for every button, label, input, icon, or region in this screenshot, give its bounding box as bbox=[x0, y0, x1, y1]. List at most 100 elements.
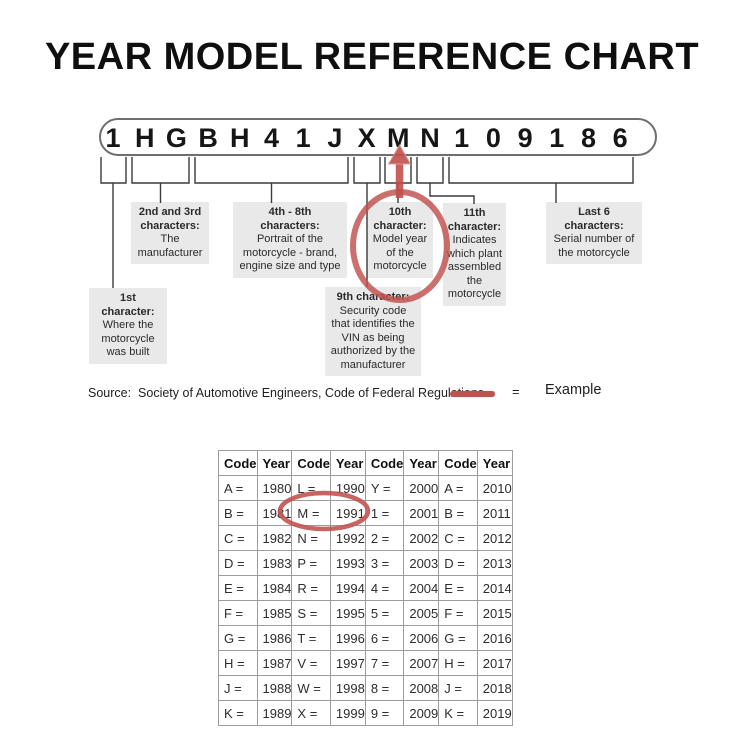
callout-1st-character: 1st character: Where the motorcycle was buil… bbox=[89, 288, 167, 364]
callout-body-line: motorcycle - brand, bbox=[242, 246, 338, 259]
callout-title-line: characters: bbox=[260, 219, 320, 232]
callout-body-line: manufacturer bbox=[137, 246, 203, 259]
callout-body-line: the bbox=[466, 274, 483, 287]
callout-body-line: of the bbox=[386, 246, 414, 259]
table-cell: 6 = bbox=[364, 625, 405, 651]
vin-character-17: 6 bbox=[612, 123, 628, 153]
bracket-10th bbox=[384, 157, 412, 184]
table-cell: 2002 bbox=[403, 525, 440, 551]
table-cell: 1981 bbox=[256, 500, 293, 526]
table-cell: 1985 bbox=[256, 600, 293, 626]
table-cell: 1987 bbox=[256, 650, 293, 676]
table-cell: F = bbox=[438, 600, 478, 626]
vin-character-10: M bbox=[387, 123, 410, 153]
vin-box bbox=[99, 118, 657, 156]
callout-2nd-3rd-characters: 2nd and 3rd characters: The manufacturer bbox=[131, 202, 209, 264]
table-cell: 2007 bbox=[403, 650, 440, 676]
table-cell: 1983 bbox=[256, 550, 293, 576]
table-cell: 1999 bbox=[329, 700, 366, 726]
page-title: YEAR MODEL REFERENCE CHART bbox=[44, 36, 700, 78]
table-cell: L = bbox=[291, 475, 331, 501]
table-cell: 1 = bbox=[364, 500, 405, 526]
example-line-swatch bbox=[450, 391, 495, 397]
table-cell: 2006 bbox=[403, 625, 440, 651]
table-cell: X = bbox=[291, 700, 331, 726]
vin-character-5: H bbox=[230, 123, 250, 153]
table-cell: H = bbox=[218, 650, 258, 676]
callout-title-line: 9th character: bbox=[336, 291, 410, 303]
table-cell: 2013 bbox=[476, 550, 513, 576]
table-cell: 1995 bbox=[329, 600, 366, 626]
table-cell: G = bbox=[218, 625, 258, 651]
vin-character-13: 0 bbox=[485, 123, 501, 153]
table-cell: 2000 bbox=[403, 475, 440, 501]
table-cell: C = bbox=[438, 525, 478, 551]
callout-body-line: VIN as being bbox=[341, 331, 405, 344]
table-header-cell: Code bbox=[291, 450, 331, 476]
table-row: K = 1989 X = 1999 9 = 2009 K = 2019 bbox=[218, 700, 513, 726]
callout-body-line: Serial number of bbox=[553, 233, 635, 245]
table-cell: 2008 bbox=[403, 675, 440, 701]
vin-character-4: B bbox=[198, 123, 218, 153]
vin-character-11: N bbox=[420, 123, 440, 153]
vin-character-3: G bbox=[165, 123, 187, 153]
table-cell: 2014 bbox=[476, 575, 513, 601]
table-cell: 2009 bbox=[403, 700, 440, 726]
callout-title-line: Last 6 bbox=[578, 206, 610, 218]
vin-character-16: 8 bbox=[580, 123, 597, 153]
callout-body-line: engine size and type bbox=[239, 260, 341, 272]
table-cell: K = bbox=[438, 700, 478, 726]
table-row: F = 1985 S = 1995 5 = 2005 F = 2015 bbox=[218, 600, 513, 626]
callout-title-line: character: bbox=[101, 305, 155, 318]
table-cell: W = bbox=[291, 675, 331, 701]
table-cell: B = bbox=[218, 500, 258, 526]
callout-body-line: motorcycle bbox=[447, 288, 502, 300]
callout-9th-character: 9th character: Security code that identifi… bbox=[325, 287, 421, 376]
callout-body-line: The bbox=[160, 233, 180, 245]
callout-body-line: authorized by the bbox=[330, 345, 416, 357]
table-cell: P = bbox=[291, 550, 331, 576]
callout-body-line: manufacturer bbox=[340, 358, 406, 371]
table-cell: S = bbox=[291, 600, 331, 626]
table-cell: 9 = bbox=[364, 700, 405, 726]
callout-last-6-characters: Last 6 characters: Serial number of the mot… bbox=[546, 202, 642, 264]
vin-character-9: X bbox=[357, 123, 376, 153]
table-cell: T = bbox=[291, 625, 331, 651]
table-cell: 1989 bbox=[256, 700, 293, 726]
table-cell: D = bbox=[218, 550, 258, 576]
callout-title-line: 11th bbox=[463, 207, 486, 219]
table-row: C = 1982 N = 1992 2 = 2002 C = 2012 bbox=[218, 525, 513, 551]
table-cell: 1984 bbox=[256, 575, 293, 601]
callout-title-line: characters: bbox=[140, 219, 200, 232]
table-cell: Y = bbox=[364, 475, 405, 501]
table-cell: G = bbox=[438, 625, 478, 651]
table-cell: 1998 bbox=[329, 675, 366, 701]
table-cell: M = bbox=[291, 500, 331, 526]
legend-equals: = bbox=[512, 384, 520, 399]
table-cell: 1997 bbox=[329, 650, 366, 676]
table-cell: 1988 bbox=[256, 675, 293, 701]
table-cell: 2 = bbox=[364, 525, 405, 551]
table-cell: A = bbox=[218, 475, 258, 501]
table-header-cell: Code bbox=[364, 450, 405, 476]
table-cell: 2018 bbox=[476, 675, 513, 701]
table-cell: 2012 bbox=[476, 525, 513, 551]
table-row: B = 1981 M = 1991 1 = 2001 B = 2011 bbox=[218, 500, 513, 526]
callout-11th-character: 11th character: Indicates which plant assemb… bbox=[443, 203, 506, 306]
table-header-cell: Code bbox=[218, 450, 258, 476]
table-cell: 2004 bbox=[403, 575, 440, 601]
callout-title-line: character: bbox=[373, 219, 427, 232]
bracket-2nd-3rd bbox=[131, 157, 190, 184]
table-cell: 1993 bbox=[329, 550, 366, 576]
callout-body-line: which plant bbox=[446, 247, 503, 260]
table-cell: J = bbox=[438, 675, 478, 701]
table-cell: C = bbox=[218, 525, 258, 551]
table-row: H = 1987 V = 1997 7 = 2007 H = 2017 bbox=[218, 650, 513, 676]
table-cell: 1992 bbox=[329, 525, 366, 551]
table-cell: J = bbox=[218, 675, 258, 701]
bracket-last-6 bbox=[448, 157, 634, 184]
table-header-cell: Year bbox=[476, 450, 513, 476]
table-cell: A = bbox=[438, 475, 478, 501]
table-cell: 4 = bbox=[364, 575, 405, 601]
